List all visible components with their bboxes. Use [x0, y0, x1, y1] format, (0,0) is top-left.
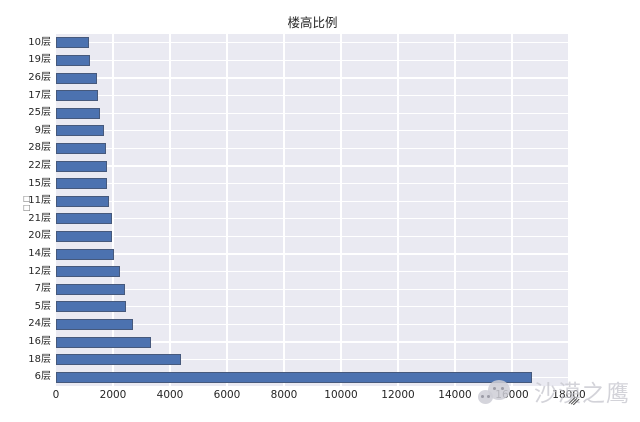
gridline-vertical — [397, 34, 399, 386]
y-tick-label: 28层 — [28, 142, 51, 154]
x-tick-label: 4000 — [156, 389, 184, 401]
gridline-horizontal — [56, 306, 569, 308]
bar-25层 — [56, 107, 100, 119]
y-tick-label: 7层 — [34, 283, 51, 295]
gridline-vertical — [169, 34, 171, 386]
gridline-vertical — [568, 34, 570, 386]
bar-6层 — [56, 371, 532, 383]
y-tick-label: 11层 — [28, 195, 51, 207]
y-tick-label: 14层 — [28, 248, 51, 259]
bar-10层 — [56, 37, 90, 49]
y-tick-label: 20层 — [28, 230, 51, 242]
bar-22层 — [56, 160, 107, 172]
chat-bubble-icon — [488, 380, 510, 400]
bar-17层 — [56, 90, 99, 102]
gridline-horizontal — [56, 288, 569, 290]
bar-16层 — [56, 336, 152, 348]
y-tick-label: 26层 — [28, 72, 51, 83]
bar-15层 — [56, 178, 108, 190]
y-tick-label: 19层 — [28, 54, 51, 66]
bar-5层 — [56, 301, 126, 313]
y-axis-label-glyph: □ — [23, 194, 31, 203]
x-tick-label: 8000 — [270, 389, 298, 401]
bar-24层 — [56, 318, 133, 330]
y-tick-label: 5层 — [34, 300, 51, 312]
gridline-horizontal — [56, 130, 569, 132]
y-tick-label: 18层 — [28, 353, 51, 365]
gridline-vertical — [454, 34, 456, 386]
wechat-smiley-icon — [478, 380, 518, 410]
x-tick-label: 18000 — [552, 389, 586, 401]
bar-19层 — [56, 54, 91, 66]
gridline-vertical — [340, 34, 342, 386]
bar-11层 — [56, 195, 109, 207]
bar-7层 — [56, 283, 125, 295]
gridline-horizontal — [56, 183, 569, 185]
x-tick-label: 14000 — [438, 389, 472, 401]
gridline-horizontal — [56, 253, 569, 255]
gridline-horizontal — [56, 42, 569, 44]
x-tick-label: 6000 — [213, 389, 241, 401]
gridline-horizontal — [56, 59, 569, 61]
x-axis-tick-labels: 0 2000 4000 6000 8000 10000 12000 14000 16000 180… — [0, 389, 640, 405]
y-tick-label: 22层 — [28, 160, 51, 171]
gridline-vertical — [283, 34, 285, 386]
bar-26层 — [56, 72, 98, 84]
y-tick-label: 16层 — [28, 336, 51, 347]
x-tick-label: 2000 — [99, 389, 127, 401]
gridline-horizontal — [56, 200, 569, 202]
bar-12层 — [56, 266, 121, 278]
y-tick-label: 10层 — [28, 36, 51, 48]
gridline-horizontal — [56, 77, 569, 79]
y-tick-label: 12层 — [28, 265, 51, 277]
plot-area — [56, 34, 570, 386]
watermark-text: 沙漠之鹰 — [534, 381, 630, 407]
bar-18层 — [56, 354, 182, 366]
y-tick-label: 15层 — [28, 177, 51, 189]
y-tick-label: 24层 — [28, 318, 51, 330]
y-axis-label: □ □ — [23, 194, 31, 212]
bar-14层 — [56, 248, 114, 260]
chart-title: 楼高比例 — [287, 15, 338, 30]
x-tick-label: 0 — [52, 389, 60, 401]
x-tick-label: 10000 — [324, 389, 358, 401]
gridline-horizontal — [56, 359, 569, 361]
chat-bubble-icon — [478, 390, 493, 404]
y-tick-label: 25层 — [28, 107, 51, 119]
y-axis-tick-labels: 10层 19层 26层 17层 25层 9层 28层 22层 15层 11层 21层 20层 14层 12… — [0, 34, 51, 386]
gridline-vertical — [112, 34, 114, 386]
gridline-horizontal — [56, 95, 569, 97]
x-tick-label: 12000 — [381, 389, 415, 401]
gridline-horizontal — [56, 112, 569, 114]
watermark: 沙漠之鹰 — [478, 372, 636, 412]
y-axis-label-glyph: □ — [23, 203, 31, 212]
gridline-horizontal — [56, 235, 569, 237]
gridline-horizontal — [56, 323, 569, 325]
y-tick-label: 21层 — [28, 212, 51, 224]
gridline-vertical — [226, 34, 228, 386]
bar-9层 — [56, 125, 105, 137]
gridline-horizontal — [56, 147, 569, 149]
bar-28层 — [56, 142, 107, 154]
y-tick-label: 9层 — [34, 124, 51, 136]
bar-21层 — [56, 213, 112, 225]
gridline-vertical — [511, 34, 513, 386]
gridline-horizontal — [56, 218, 569, 220]
bar-20层 — [56, 230, 113, 242]
gridline-horizontal — [56, 341, 569, 343]
gridline-horizontal — [56, 165, 569, 167]
y-tick-label: 6层 — [34, 371, 51, 383]
gridline-horizontal — [56, 271, 569, 273]
y-tick-label: 17层 — [28, 89, 51, 101]
